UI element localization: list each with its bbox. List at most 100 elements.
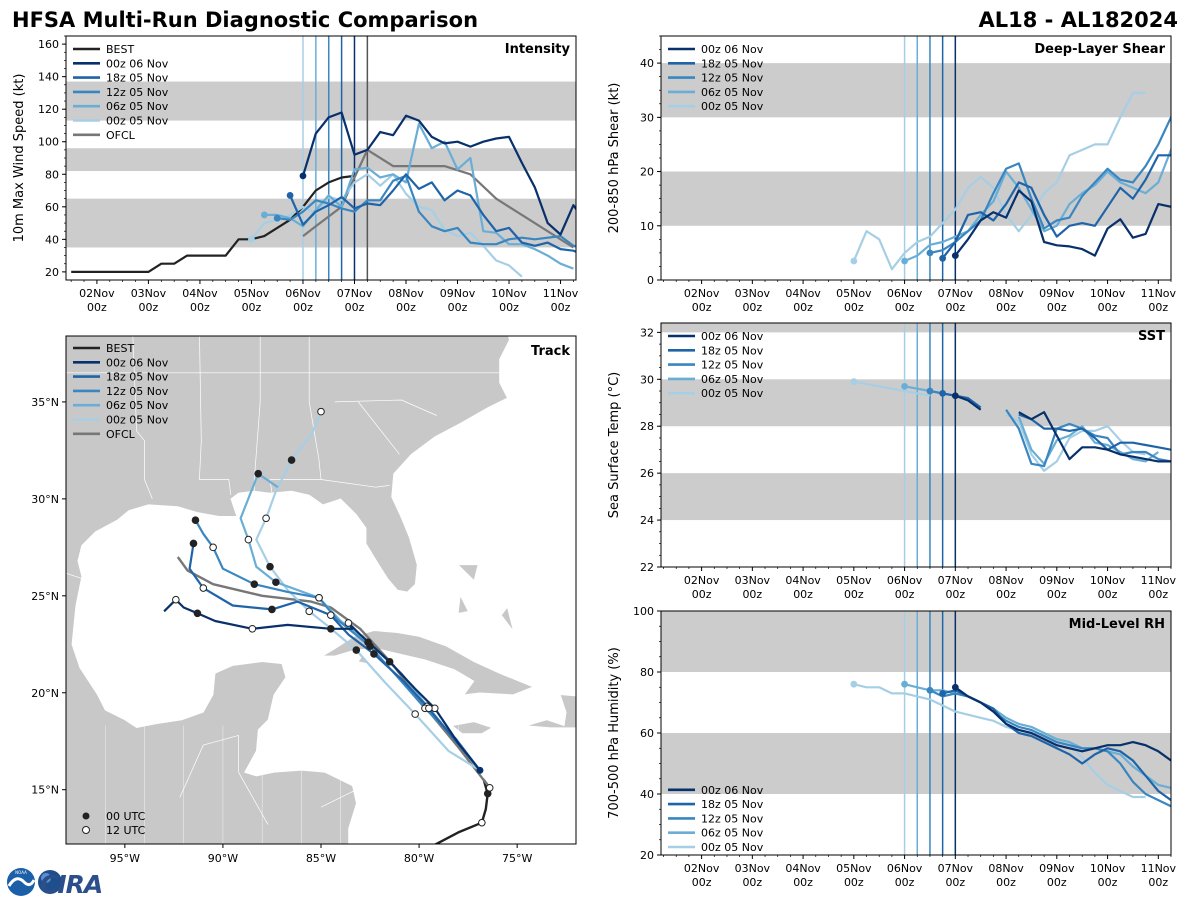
series-line-0: [954, 189, 1171, 257]
noaa-logo: [7, 868, 35, 896]
init-point-3: [901, 257, 908, 265]
shaded-band-1: [661, 379, 1171, 427]
legend-label: 12z 05 Nov: [701, 72, 764, 85]
track-time-marker-3: [254, 469, 263, 478]
x-tick-day: 08Nov: [988, 862, 1024, 875]
legend-label: 12z 05 Nov: [701, 812, 764, 825]
boundary-nc-sc: [334, 399, 437, 416]
x-tick-hour: 00z: [242, 301, 262, 314]
x-tick-hour: 00z: [844, 588, 864, 601]
x-tick-day: 11Nov: [1141, 862, 1177, 875]
track-time-marker-2: [191, 516, 200, 524]
legend-label: 00z 06 Nov: [106, 57, 169, 70]
x-tick-day: 03Nov: [735, 862, 771, 875]
x-tick-day: 06Nov: [887, 862, 923, 875]
lon-tick-label: 95°W: [110, 852, 140, 865]
series-line-3: [904, 146, 1171, 263]
y-tick-label: 40: [640, 57, 654, 70]
x-tick-hour: 00z: [396, 301, 416, 314]
lat-tick-label: 35°N: [31, 396, 59, 409]
y-tick-label: 160: [38, 38, 59, 51]
legend-label: 18z 05 Nov: [106, 371, 169, 384]
x-tick-day: 08Nov: [988, 287, 1024, 300]
logo-group: NOAA CIRA: [7, 868, 103, 899]
boundary-ga-sc: [358, 401, 400, 455]
init-point-1: [286, 192, 294, 199]
y-tick-label: 100: [633, 605, 654, 618]
track-time-marker-3: [272, 578, 280, 587]
legend-label: OFCL: [106, 129, 136, 142]
land-bahamas-1: [457, 564, 479, 581]
panel-title: Track: [531, 344, 570, 359]
track-time-marker-1: [268, 605, 276, 614]
track-time-marker-3: [315, 593, 323, 602]
track-time-marker-1: [327, 611, 335, 620]
x-tick-day: 02Nov: [684, 287, 720, 300]
noaa-logo-wave: [7, 877, 36, 887]
x-tick-day: 07Nov: [938, 574, 974, 587]
x-tick-day: 08Nov: [388, 287, 424, 300]
x-tick-hour: 00z: [190, 301, 210, 314]
track-time-marker-1: [189, 539, 198, 548]
track-time-marker-0: [385, 657, 394, 666]
track-time-marker-4: [352, 646, 361, 654]
track-time-marker-4: [262, 514, 270, 523]
panel-title: Mid-Level RH: [1069, 617, 1165, 632]
init-point-3: [901, 382, 908, 390]
x-tick-day: 05Nov: [234, 287, 270, 300]
y-axis-label: Sea Surface Temp (°C): [607, 372, 622, 519]
x-tick-hour: 00z: [996, 301, 1016, 314]
legend-label: 06z 05 Nov: [701, 373, 764, 386]
legend-label: 00z 05 Nov: [106, 414, 169, 427]
x-tick-day: 04Nov: [785, 574, 821, 587]
legend-label: 00z 05 Nov: [106, 115, 169, 128]
best-time-marker: [478, 818, 486, 827]
plot-area: [661, 611, 1171, 855]
y-tick-label: 24: [640, 514, 654, 527]
x-tick-hour: 00z: [448, 301, 468, 314]
cira-logo-text: CIRA: [40, 870, 102, 899]
y-tick-label: 40: [640, 788, 654, 801]
cira-globe-highlight: [41, 873, 51, 883]
ofcl-line: [302, 148, 574, 249]
y-tick-label: 28: [640, 420, 654, 433]
track-time-marker-4: [411, 710, 419, 718]
x-tick-day: 08Nov: [988, 574, 1024, 587]
legend-label: 12z 05 Nov: [106, 385, 169, 398]
track-time-marker-4: [317, 407, 325, 416]
x-tick-hour: 00z: [1148, 588, 1168, 601]
legend-label: 12z 05 Nov: [106, 86, 169, 99]
init-point-4: [850, 257, 858, 265]
x-tick-day: 02Nov: [684, 574, 720, 587]
legend-label: OFCL: [106, 428, 136, 441]
figure-title: HFSA Multi-Run Diagnostic Comparison: [12, 8, 478, 32]
track-time-marker-3: [244, 535, 253, 544]
legend-label: 00z 06 Nov: [106, 356, 169, 369]
y-tick-label: 60: [640, 727, 654, 740]
boundary-ga-fl: [320, 479, 390, 488]
boundary-hn-ni: [320, 789, 357, 808]
x-tick-hour: 00z: [1047, 588, 1067, 601]
shaded-band-2: [66, 81, 576, 121]
x-tick-day: 02Nov: [684, 862, 720, 875]
legend-label: 00z 05 Nov: [701, 100, 764, 113]
x-tick-day: 10Nov: [491, 287, 527, 300]
x-tick-hour: 00z: [996, 876, 1016, 889]
x-tick-hour: 00z: [345, 301, 365, 314]
best-time-marker: [485, 783, 494, 792]
y-axis-label: 10m Max Wind Speed (kt): [12, 74, 27, 243]
init-point-1: [939, 254, 947, 262]
init-point-4: [850, 378, 858, 386]
x-tick-hour: 00z: [499, 301, 519, 314]
x-tick-hour: 00z: [895, 301, 915, 314]
x-tick-day: 04Nov: [785, 862, 821, 875]
x-tick-day: 05Nov: [836, 287, 872, 300]
init-point-0: [951, 252, 959, 259]
series-line-4: [853, 683, 1146, 799]
boundary-tx-la: [132, 336, 153, 500]
x-tick-hour: 00z: [293, 301, 313, 314]
x-tick-hour: 00z: [1148, 876, 1168, 889]
plot-area: [66, 36, 576, 280]
map-area: [66, 336, 576, 844]
